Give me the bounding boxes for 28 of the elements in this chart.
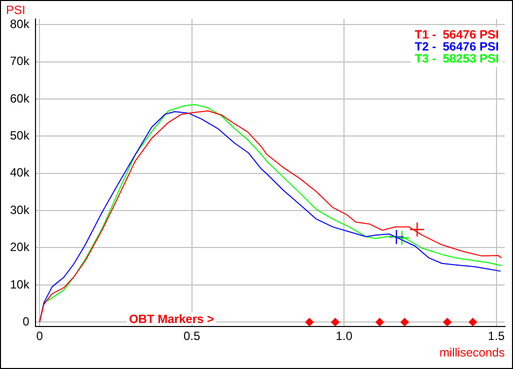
y-tick-label: 30k xyxy=(10,202,30,217)
point xyxy=(400,318,409,326)
y-tick-label: 50k xyxy=(10,128,30,142)
x-tick-label: 0 xyxy=(36,329,44,344)
y-axis-title: PSI xyxy=(6,3,26,17)
y-tick-label: 60k xyxy=(10,91,30,106)
annotation: OBT Markers > xyxy=(128,312,214,326)
point xyxy=(410,222,425,238)
y-tick-label: 80k xyxy=(10,16,30,31)
point xyxy=(468,318,477,326)
point xyxy=(388,229,404,245)
y-tick-label: 10k xyxy=(10,277,30,292)
x-tick-label: 1.5 xyxy=(488,329,505,344)
text: T2 - 56476 PSI xyxy=(414,39,499,54)
x-tick-label: 0.5 xyxy=(183,329,200,344)
y-tick-label: 70k xyxy=(10,54,30,68)
point xyxy=(331,318,340,326)
text: T3 - 58253 PSI xyxy=(414,51,499,66)
point xyxy=(443,318,452,326)
point xyxy=(394,230,410,246)
y-tick-label: 40k xyxy=(10,166,30,180)
point xyxy=(305,318,314,326)
y-tick-label: 0 xyxy=(22,314,30,328)
text: T1 - 56476 PSI xyxy=(414,27,499,42)
x-axis-title: milliseconds xyxy=(439,346,505,360)
point xyxy=(376,318,384,326)
x-tick-label: 1.0 xyxy=(336,329,353,344)
y-tick-label: 20k xyxy=(10,240,30,254)
